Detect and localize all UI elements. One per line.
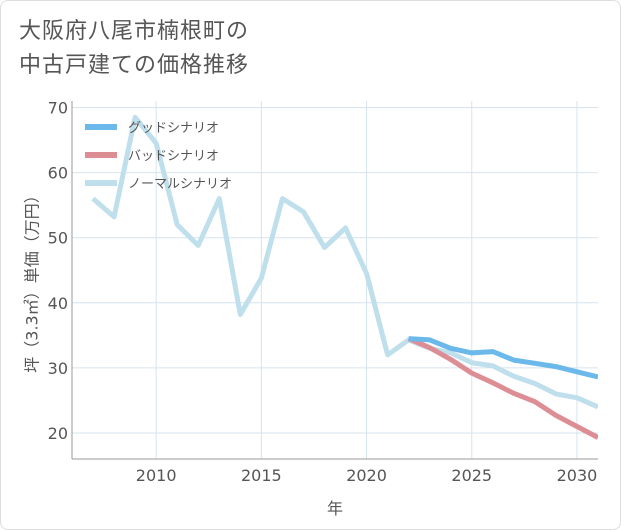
y-axis-label: 坪（3.3㎡）単価（万円） bbox=[23, 187, 42, 372]
y-tick-label-40: 40 bbox=[48, 294, 68, 313]
x-axis-label: 年 bbox=[327, 499, 343, 518]
x-tick-label-2010: 2010 bbox=[136, 466, 177, 485]
y-tick-label-60: 60 bbox=[48, 164, 68, 183]
y-tick-label-30: 30 bbox=[48, 359, 68, 378]
series-lines bbox=[91, 114, 598, 440]
y-tick-label-70: 70 bbox=[48, 99, 68, 118]
axes bbox=[71, 101, 598, 460]
x-tick-labels: 2010 2015 2020 2025 2030 bbox=[136, 466, 598, 485]
legend-label-1: バッドシナリオ bbox=[128, 149, 219, 164]
series-line-2 bbox=[91, 114, 598, 410]
x-tick-label-2025: 2025 bbox=[451, 466, 492, 485]
chart-title: 大阪府八尾市楠根町の 中古戸建ての価格推移 bbox=[19, 15, 249, 83]
series-line-0 bbox=[408, 336, 598, 380]
y-tick-label-50: 50 bbox=[48, 229, 68, 248]
x-tick-label-2015: 2015 bbox=[241, 466, 282, 485]
chart-title-line-1: 大阪府八尾市楠根町の bbox=[19, 19, 250, 44]
series-line-1 bbox=[407, 336, 598, 440]
chart-title-line-2: 中古戸建ての価格推移 bbox=[19, 53, 250, 78]
y-tick-labels: 20 30 40 50 60 70 bbox=[48, 99, 68, 443]
legend-label-2: ノーマルシナリオ bbox=[128, 177, 232, 192]
y-tick-label-20: 20 bbox=[48, 424, 68, 443]
x-tick-label-2020: 2020 bbox=[346, 466, 387, 485]
legend-label-0: グッドシナリオ bbox=[128, 121, 219, 136]
x-tick-label-2030: 2030 bbox=[557, 466, 598, 485]
